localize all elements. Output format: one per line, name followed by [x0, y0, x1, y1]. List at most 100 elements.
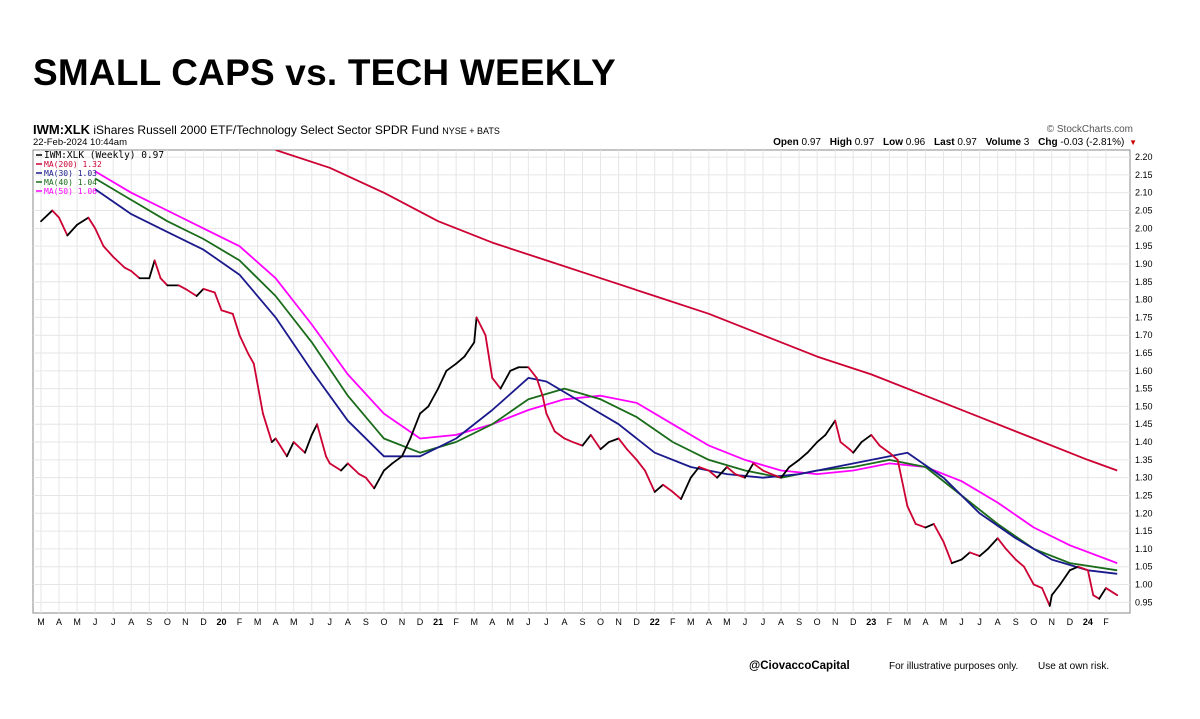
- y-tick-label: 1.00: [1135, 580, 1153, 590]
- y-tick-label: 1.30: [1135, 473, 1153, 483]
- ratio-segment: [364, 476, 376, 490]
- chart-date: 22-Feb-2024 10:44am: [33, 137, 128, 148]
- x-tick-label: A: [561, 617, 567, 627]
- ratio-segment: [987, 537, 999, 550]
- ratio-segment: [491, 377, 502, 390]
- x-tick-label: N: [1049, 617, 1056, 627]
- ratio-segment: [94, 227, 105, 248]
- ratio-segment: [924, 523, 935, 529]
- gridlines: [33, 150, 1130, 613]
- ratio-segment: [1092, 594, 1101, 600]
- ratio-segment: [888, 451, 899, 461]
- page-title: SMALL CAPS vs. TECH WEEKLY: [33, 52, 616, 93]
- x-tick-label: A: [128, 617, 134, 627]
- x-tick-label: 23: [866, 617, 876, 627]
- x-tick-label: F: [1103, 617, 1109, 627]
- ratio-segment: [571, 441, 584, 447]
- ratio-segment: [292, 441, 306, 454]
- stat-low-label: Low: [883, 137, 903, 148]
- ratio-segment: [635, 458, 646, 472]
- x-tick-label: A: [345, 617, 351, 627]
- y-tick-label: 1.80: [1135, 295, 1153, 305]
- ratio-segment: [824, 419, 837, 436]
- ratio-segment: [509, 366, 520, 372]
- ratio-segment: [153, 259, 162, 280]
- x-tick-label: M: [687, 617, 695, 627]
- brand-watermark: © StockCharts.com: [1046, 124, 1133, 135]
- ratio-segment: [274, 437, 288, 458]
- x-tick-label: O: [1030, 617, 1037, 627]
- ratio-segment: [607, 437, 620, 443]
- y-tick-label: 1.75: [1135, 312, 1153, 322]
- stat-chg-value: -0.03 (-2.81%): [1060, 137, 1125, 148]
- ratio-segment: [942, 540, 953, 565]
- ratio-segment: [427, 387, 440, 408]
- ratio-segment: [839, 441, 851, 451]
- x-tick-label: J: [544, 617, 549, 627]
- x-tick-label: M: [940, 617, 948, 627]
- x-tick-label: J: [977, 617, 982, 627]
- ratio-segment: [51, 209, 60, 219]
- x-tick-label: J: [93, 617, 98, 627]
- x-tick-label: N: [615, 617, 622, 627]
- ratio-segment: [553, 430, 566, 440]
- x-tick-label: D: [850, 617, 857, 627]
- y-tick-label: 2.00: [1135, 223, 1153, 233]
- chart-description: iShares Russell 2000 ETF/Technology Sele…: [93, 123, 439, 137]
- x-tick-label: M: [37, 617, 45, 627]
- ratio-segment: [1032, 583, 1043, 589]
- ratio-segment: [177, 284, 187, 290]
- footer-handle: @CiovaccoCapital: [749, 660, 850, 672]
- x-tick-label: F: [453, 617, 459, 627]
- ratio-segment: [798, 451, 809, 461]
- x-tick-label: 24: [1083, 617, 1093, 627]
- x-tick-label: M: [254, 617, 262, 627]
- ratio-segment: [148, 259, 156, 280]
- ratio-segment: [626, 448, 638, 461]
- ratio-segment: [340, 462, 349, 472]
- x-tick-label: D: [200, 617, 207, 627]
- stat-low-value: 0.96: [905, 137, 926, 148]
- ratio-segment: [373, 469, 385, 490]
- x-tick-label: N: [832, 617, 839, 627]
- x-tick-label: S: [796, 617, 802, 627]
- x-tick-label: M: [73, 617, 81, 627]
- x-tick-label: M: [723, 617, 731, 627]
- ratio-segment: [102, 245, 115, 258]
- ratio-segment: [231, 312, 241, 337]
- y-tick-label: 1.45: [1135, 419, 1153, 429]
- y-tick-label: 2.05: [1135, 206, 1153, 216]
- ratio-segment: [816, 434, 827, 443]
- ratio-segment: [680, 476, 692, 500]
- y-tick-label: 1.35: [1135, 455, 1153, 465]
- ratio-segment: [968, 551, 981, 557]
- stat-volume-value: 3: [1023, 137, 1030, 148]
- y-tick-label: 1.50: [1135, 401, 1153, 411]
- ratio-segment: [599, 441, 610, 451]
- y-tick-label: 1.10: [1135, 544, 1153, 554]
- stat-high-value: 0.97: [854, 137, 875, 148]
- ratio-segment: [391, 455, 403, 465]
- ratio-segment: [878, 444, 891, 454]
- x-tick-label: O: [164, 617, 171, 627]
- ratio-segment: [328, 462, 342, 472]
- ratio-segment: [653, 483, 664, 493]
- x-tick-label: D: [633, 617, 640, 627]
- x-tick-label: S: [579, 617, 585, 627]
- x-tick-label: M: [904, 617, 912, 627]
- ratio-segment: [202, 287, 216, 294]
- x-tick-label: J: [959, 617, 964, 627]
- ratio-segment: [475, 316, 487, 337]
- x-tick-label: 22: [650, 617, 660, 627]
- y-tick-label: 1.65: [1135, 348, 1153, 358]
- ratio-segment: [1059, 569, 1071, 586]
- ratio-segment: [689, 466, 701, 479]
- ratio-segment: [541, 394, 548, 415]
- y-tick-label: 2.15: [1135, 170, 1153, 180]
- ratio-segment: [123, 266, 133, 272]
- ratio-segment: [419, 405, 430, 415]
- ma30-line: [94, 188, 1118, 575]
- x-tick-label: A: [273, 617, 279, 627]
- x-tick-label: S: [363, 617, 369, 627]
- x-tick-label: N: [182, 617, 189, 627]
